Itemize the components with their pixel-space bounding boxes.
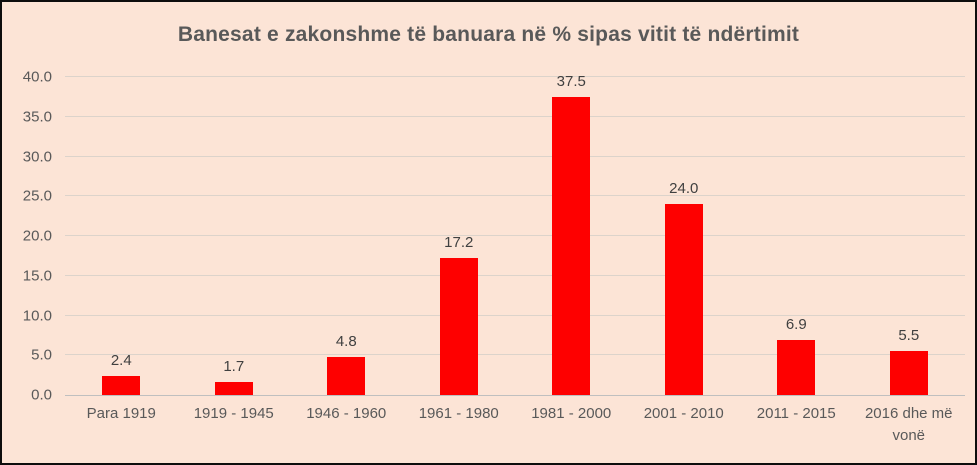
y-tick-label: 0.0: [31, 386, 52, 404]
y-tick-label: 35.0: [22, 108, 52, 126]
y-axis-tick-labels: 0.0 5.0 10.0 15.0 20.0 25.0 30.0 35.0 40.0: [2, 69, 52, 404]
data-label: 5.5: [898, 327, 920, 345]
gridline-10: [65, 314, 965, 316]
x-category-label: 2011 - 2015: [756, 405, 836, 422]
bar-slot: 5.5: [853, 77, 966, 395]
data-label: 2.4: [110, 351, 132, 369]
x-category-label: Para 1919: [86, 405, 156, 422]
gridline-35: [65, 115, 965, 117]
data-label: 17.2: [444, 234, 474, 252]
bar-1961 - 1980: [439, 258, 478, 395]
bar-slot: 1.7: [178, 77, 291, 395]
y-tick-label: 15.0: [22, 267, 52, 285]
bar-slot: 17.2: [403, 77, 516, 395]
bar-slot: 24.0: [628, 77, 741, 395]
plot-area: 2.4 1.7 4.8 17.2 37.5 24.0 6.9 5.5: [65, 73, 966, 396]
x-category-label: 2016 dhe më vonë: [864, 405, 953, 444]
data-label: 1.7: [223, 357, 245, 375]
bars-container: 2.4 1.7 4.8 17.2 37.5 24.0 6.9 5.5: [65, 73, 966, 395]
data-label: 6.9: [785, 316, 807, 334]
bar-slot: 6.9: [740, 77, 853, 395]
x-category-label: 1961 - 1980: [418, 405, 499, 422]
bar-Para 1919: [102, 375, 141, 395]
y-tick-label: 25.0: [22, 187, 52, 205]
x-category-label: 1946 - 1960: [306, 405, 387, 422]
bar-slot: 37.5: [515, 73, 628, 395]
bar-2001 - 2010: [664, 204, 703, 395]
y-tick-label: 40.0: [22, 68, 52, 86]
gridline-30: [65, 155, 965, 157]
x-category-label: 2001 - 2010: [643, 405, 724, 422]
y-tick-label: 10.0: [22, 307, 52, 324]
bar-slot: 2.4: [65, 77, 178, 395]
data-label: 4.8: [335, 332, 357, 350]
x-category-label: 1919 - 1945: [193, 405, 274, 422]
gridline-15: [65, 274, 965, 276]
x-category-label: 1981 - 2000: [531, 405, 612, 422]
bar-slot: 4.8: [290, 77, 403, 395]
data-label: 37.5: [556, 72, 586, 90]
x-axis-category-labels: Para 1919 1919 - 1945 1946 - 1960 1961 - 19…: [65, 403, 965, 447]
y-tick-label: 5.0: [31, 346, 52, 364]
gridline-5: [65, 354, 965, 356]
x-axis-line: [65, 395, 965, 396]
bar-2011 - 2015: [777, 340, 816, 395]
gridline-40: [65, 76, 965, 77]
y-tick-label: 30.0: [22, 148, 52, 165]
gridline-25: [65, 195, 965, 197]
bar-2016 dhe më vonë: [889, 351, 928, 395]
y-tick-label: 20.0: [22, 227, 52, 245]
bar-1919 - 1945: [214, 381, 253, 395]
gridline-20: [65, 235, 965, 236]
data-label: 24.0: [669, 180, 699, 198]
bar-1946 - 1960: [327, 356, 366, 395]
chart-title: Banesat e zakonshme të banuara në % sipa…: [177, 23, 800, 46]
bar-1981 - 2000: [552, 96, 591, 395]
